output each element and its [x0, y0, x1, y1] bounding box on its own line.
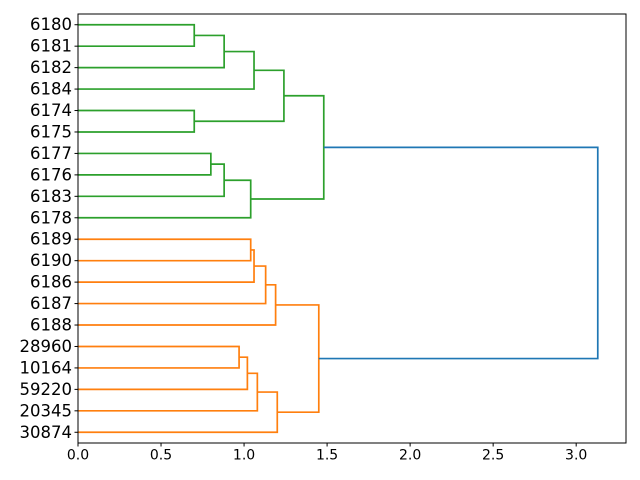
dendrogram-link-o1	[78, 238, 252, 262]
dendrogram-link-o2	[78, 249, 255, 283]
dendrogram-link-o8	[78, 391, 279, 434]
dendrogram-link-o3	[78, 265, 267, 305]
dendrogram-link-o9	[275, 304, 320, 414]
x-tick-label-2.0: 2.0	[399, 448, 421, 464]
leaf-label-20345: 20345	[20, 401, 73, 420]
x-tick-label-3.0: 3.0	[565, 448, 587, 464]
dendrogram-link-g4	[78, 109, 196, 133]
leaf-label-6176: 6176	[30, 165, 72, 184]
leaf-label-6186: 6186	[30, 273, 72, 292]
leaf-label-6184: 6184	[30, 80, 72, 99]
leaf-label-6188: 6188	[30, 316, 72, 335]
leaf-label-6177: 6177	[30, 144, 72, 163]
leaf-label-6183: 6183	[30, 187, 72, 206]
dendrogram-link-g2	[78, 34, 225, 69]
dendrogram-link-g3	[78, 50, 255, 90]
dendrogram-link-g8	[78, 179, 252, 219]
dendrogram-link-o6	[78, 356, 249, 391]
leaf-label-6180: 6180	[30, 15, 72, 34]
dendrogram-link-g6	[78, 152, 212, 176]
leaf-label-10164: 10164	[20, 358, 73, 377]
leaf-label-6187: 6187	[30, 294, 72, 313]
dendrogram-link-g1	[78, 23, 196, 48]
x-tick-label-1.0: 1.0	[233, 448, 255, 464]
x-tick-label-0.0: 0.0	[67, 448, 89, 464]
leaf-label-6181: 6181	[30, 37, 72, 56]
dendrogram-link-g7	[78, 163, 225, 198]
x-tick-label-1.5: 1.5	[316, 448, 338, 464]
dendrogram-link-g9	[250, 94, 325, 200]
dendrogram-link-o4	[78, 283, 277, 326]
leaf-label-59220: 59220	[20, 380, 73, 399]
dendrogram-link-o5	[78, 345, 240, 369]
leaf-label-6189: 6189	[30, 230, 72, 249]
leaf-label-30874: 30874	[20, 423, 73, 442]
x-tick-label-0.5: 0.5	[150, 448, 172, 464]
plot-frame	[77, 13, 627, 444]
dendrogram-link-g5	[194, 69, 285, 123]
leaf-label-6174: 6174	[30, 101, 72, 120]
leaf-label-28960: 28960	[20, 337, 73, 356]
leaf-label-6178: 6178	[30, 208, 72, 227]
leaf-label-6190: 6190	[30, 251, 72, 270]
dendrogram-link-root	[318, 146, 599, 360]
leaf-label-6175: 6175	[30, 122, 72, 141]
leaf-label-6182: 6182	[30, 58, 72, 77]
x-tick-label-2.5: 2.5	[482, 448, 504, 464]
dendrogram-link-o7	[78, 372, 259, 412]
